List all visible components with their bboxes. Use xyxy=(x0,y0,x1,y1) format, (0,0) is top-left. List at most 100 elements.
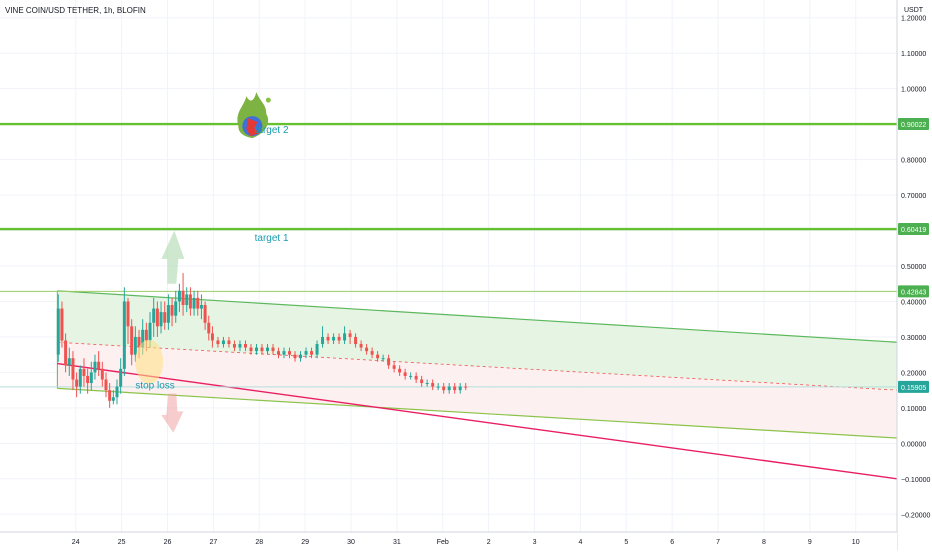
candle-body[interactable] xyxy=(232,344,236,348)
candle-body[interactable] xyxy=(148,322,152,341)
candle-body[interactable] xyxy=(376,354,380,359)
candle-body[interactable] xyxy=(414,375,418,380)
candle-body[interactable] xyxy=(67,358,71,366)
candle-body[interactable] xyxy=(144,329,148,341)
candle-body[interactable] xyxy=(304,351,308,355)
target-1-price-label[interactable]: 0.60419 xyxy=(901,227,926,234)
candle-body[interactable] xyxy=(82,368,86,376)
candle-body[interactable] xyxy=(431,383,435,387)
candle-body[interactable] xyxy=(332,336,336,341)
candle-body[interactable] xyxy=(122,301,126,369)
candle-body[interactable] xyxy=(170,305,174,316)
candle-body[interactable] xyxy=(359,344,363,348)
candle-body[interactable] xyxy=(447,386,451,391)
candle-body[interactable] xyxy=(141,329,145,348)
candle-body[interactable] xyxy=(238,344,242,348)
candle-body[interactable] xyxy=(196,297,200,309)
candle-body[interactable] xyxy=(381,358,385,360)
candle-body[interactable] xyxy=(243,344,247,348)
candle-body[interactable] xyxy=(348,333,352,337)
candle-body[interactable] xyxy=(436,386,440,388)
candle-body[interactable] xyxy=(453,386,457,391)
candle-body[interactable] xyxy=(152,308,156,323)
upper-level-price-label[interactable]: 0.42843 xyxy=(901,289,926,296)
candle-body[interactable] xyxy=(166,305,170,323)
candle-body[interactable] xyxy=(310,351,314,355)
candle-body[interactable] xyxy=(185,294,189,306)
candle-body[interactable] xyxy=(163,312,167,323)
candle-body[interactable] xyxy=(104,379,108,391)
candle-body[interactable] xyxy=(108,390,112,401)
candle-body[interactable] xyxy=(133,336,137,355)
candle-body[interactable] xyxy=(365,347,369,352)
candle-body[interactable] xyxy=(64,340,68,366)
candle-body[interactable] xyxy=(398,368,402,373)
candle-body[interactable] xyxy=(203,305,207,323)
candle-body[interactable] xyxy=(321,336,325,345)
channel-mid-line[interactable] xyxy=(57,341,898,391)
candle-body[interactable] xyxy=(56,308,60,355)
candle-body[interactable] xyxy=(425,383,429,385)
candle-body[interactable] xyxy=(343,333,347,341)
candle-body[interactable] xyxy=(130,326,134,355)
candle-body[interactable] xyxy=(86,375,90,384)
candle-body[interactable] xyxy=(293,354,297,359)
candle-body[interactable] xyxy=(326,336,330,341)
candle-body[interactable] xyxy=(464,386,468,388)
candle-body[interactable] xyxy=(249,347,253,352)
candle-body[interactable] xyxy=(188,294,192,309)
candle-body[interactable] xyxy=(93,361,97,373)
candle-body[interactable] xyxy=(181,290,185,306)
candle-body[interactable] xyxy=(354,336,358,345)
candle-body[interactable] xyxy=(271,347,275,352)
candle-body[interactable] xyxy=(100,368,104,380)
candle-body[interactable] xyxy=(387,358,391,366)
candle-body[interactable] xyxy=(174,301,178,316)
y-tick-label: −0.20000 xyxy=(901,512,930,519)
candle-body[interactable] xyxy=(60,308,64,341)
candle-body[interactable] xyxy=(137,336,141,348)
candle-body[interactable] xyxy=(216,340,220,345)
candle-body[interactable] xyxy=(315,344,319,355)
candle-body[interactable] xyxy=(254,347,258,352)
candle-body[interactable] xyxy=(207,322,211,334)
candle-body[interactable] xyxy=(277,351,281,355)
candle-body[interactable] xyxy=(420,379,424,384)
candle-body[interactable] xyxy=(458,386,462,391)
candle-body[interactable] xyxy=(227,340,231,345)
candle-body[interactable] xyxy=(221,340,225,345)
candle-body[interactable] xyxy=(75,379,79,387)
candle-body[interactable] xyxy=(119,368,123,387)
candle-body[interactable] xyxy=(115,386,119,398)
candle-body[interactable] xyxy=(265,347,269,352)
candle-body[interactable] xyxy=(159,312,163,327)
candle-body[interactable] xyxy=(199,305,203,309)
candle-body[interactable] xyxy=(210,333,214,341)
channel-lower-line[interactable] xyxy=(57,387,898,439)
candle-body[interactable] xyxy=(97,361,101,369)
candle-body[interactable] xyxy=(155,308,159,327)
candle-body[interactable] xyxy=(177,290,181,302)
candle-body[interactable] xyxy=(288,351,292,355)
candle-body[interactable] xyxy=(89,372,93,384)
stop-loss-label: stop loss xyxy=(135,380,174,391)
descending-trendline[interactable] xyxy=(57,362,898,480)
candle-body[interactable] xyxy=(299,354,303,359)
current-price-label[interactable]: 0.15905 xyxy=(901,385,926,392)
target-2-price-label[interactable]: 0.90022 xyxy=(901,122,926,129)
candle-body[interactable] xyxy=(370,351,374,355)
candle-body[interactable] xyxy=(442,386,446,391)
candle-body[interactable] xyxy=(78,368,82,387)
candle-body[interactable] xyxy=(126,301,130,327)
candle-body[interactable] xyxy=(282,351,286,355)
candle-body[interactable] xyxy=(409,375,413,377)
candle-body[interactable] xyxy=(260,347,264,352)
candle-body[interactable] xyxy=(392,365,396,369)
candle-body[interactable] xyxy=(192,297,196,309)
candle-body[interactable] xyxy=(403,372,407,376)
x-tick-label: 26 xyxy=(164,539,172,546)
candle-body[interactable] xyxy=(71,358,75,380)
candle-body[interactable] xyxy=(337,336,341,341)
candle-body[interactable] xyxy=(111,397,115,401)
